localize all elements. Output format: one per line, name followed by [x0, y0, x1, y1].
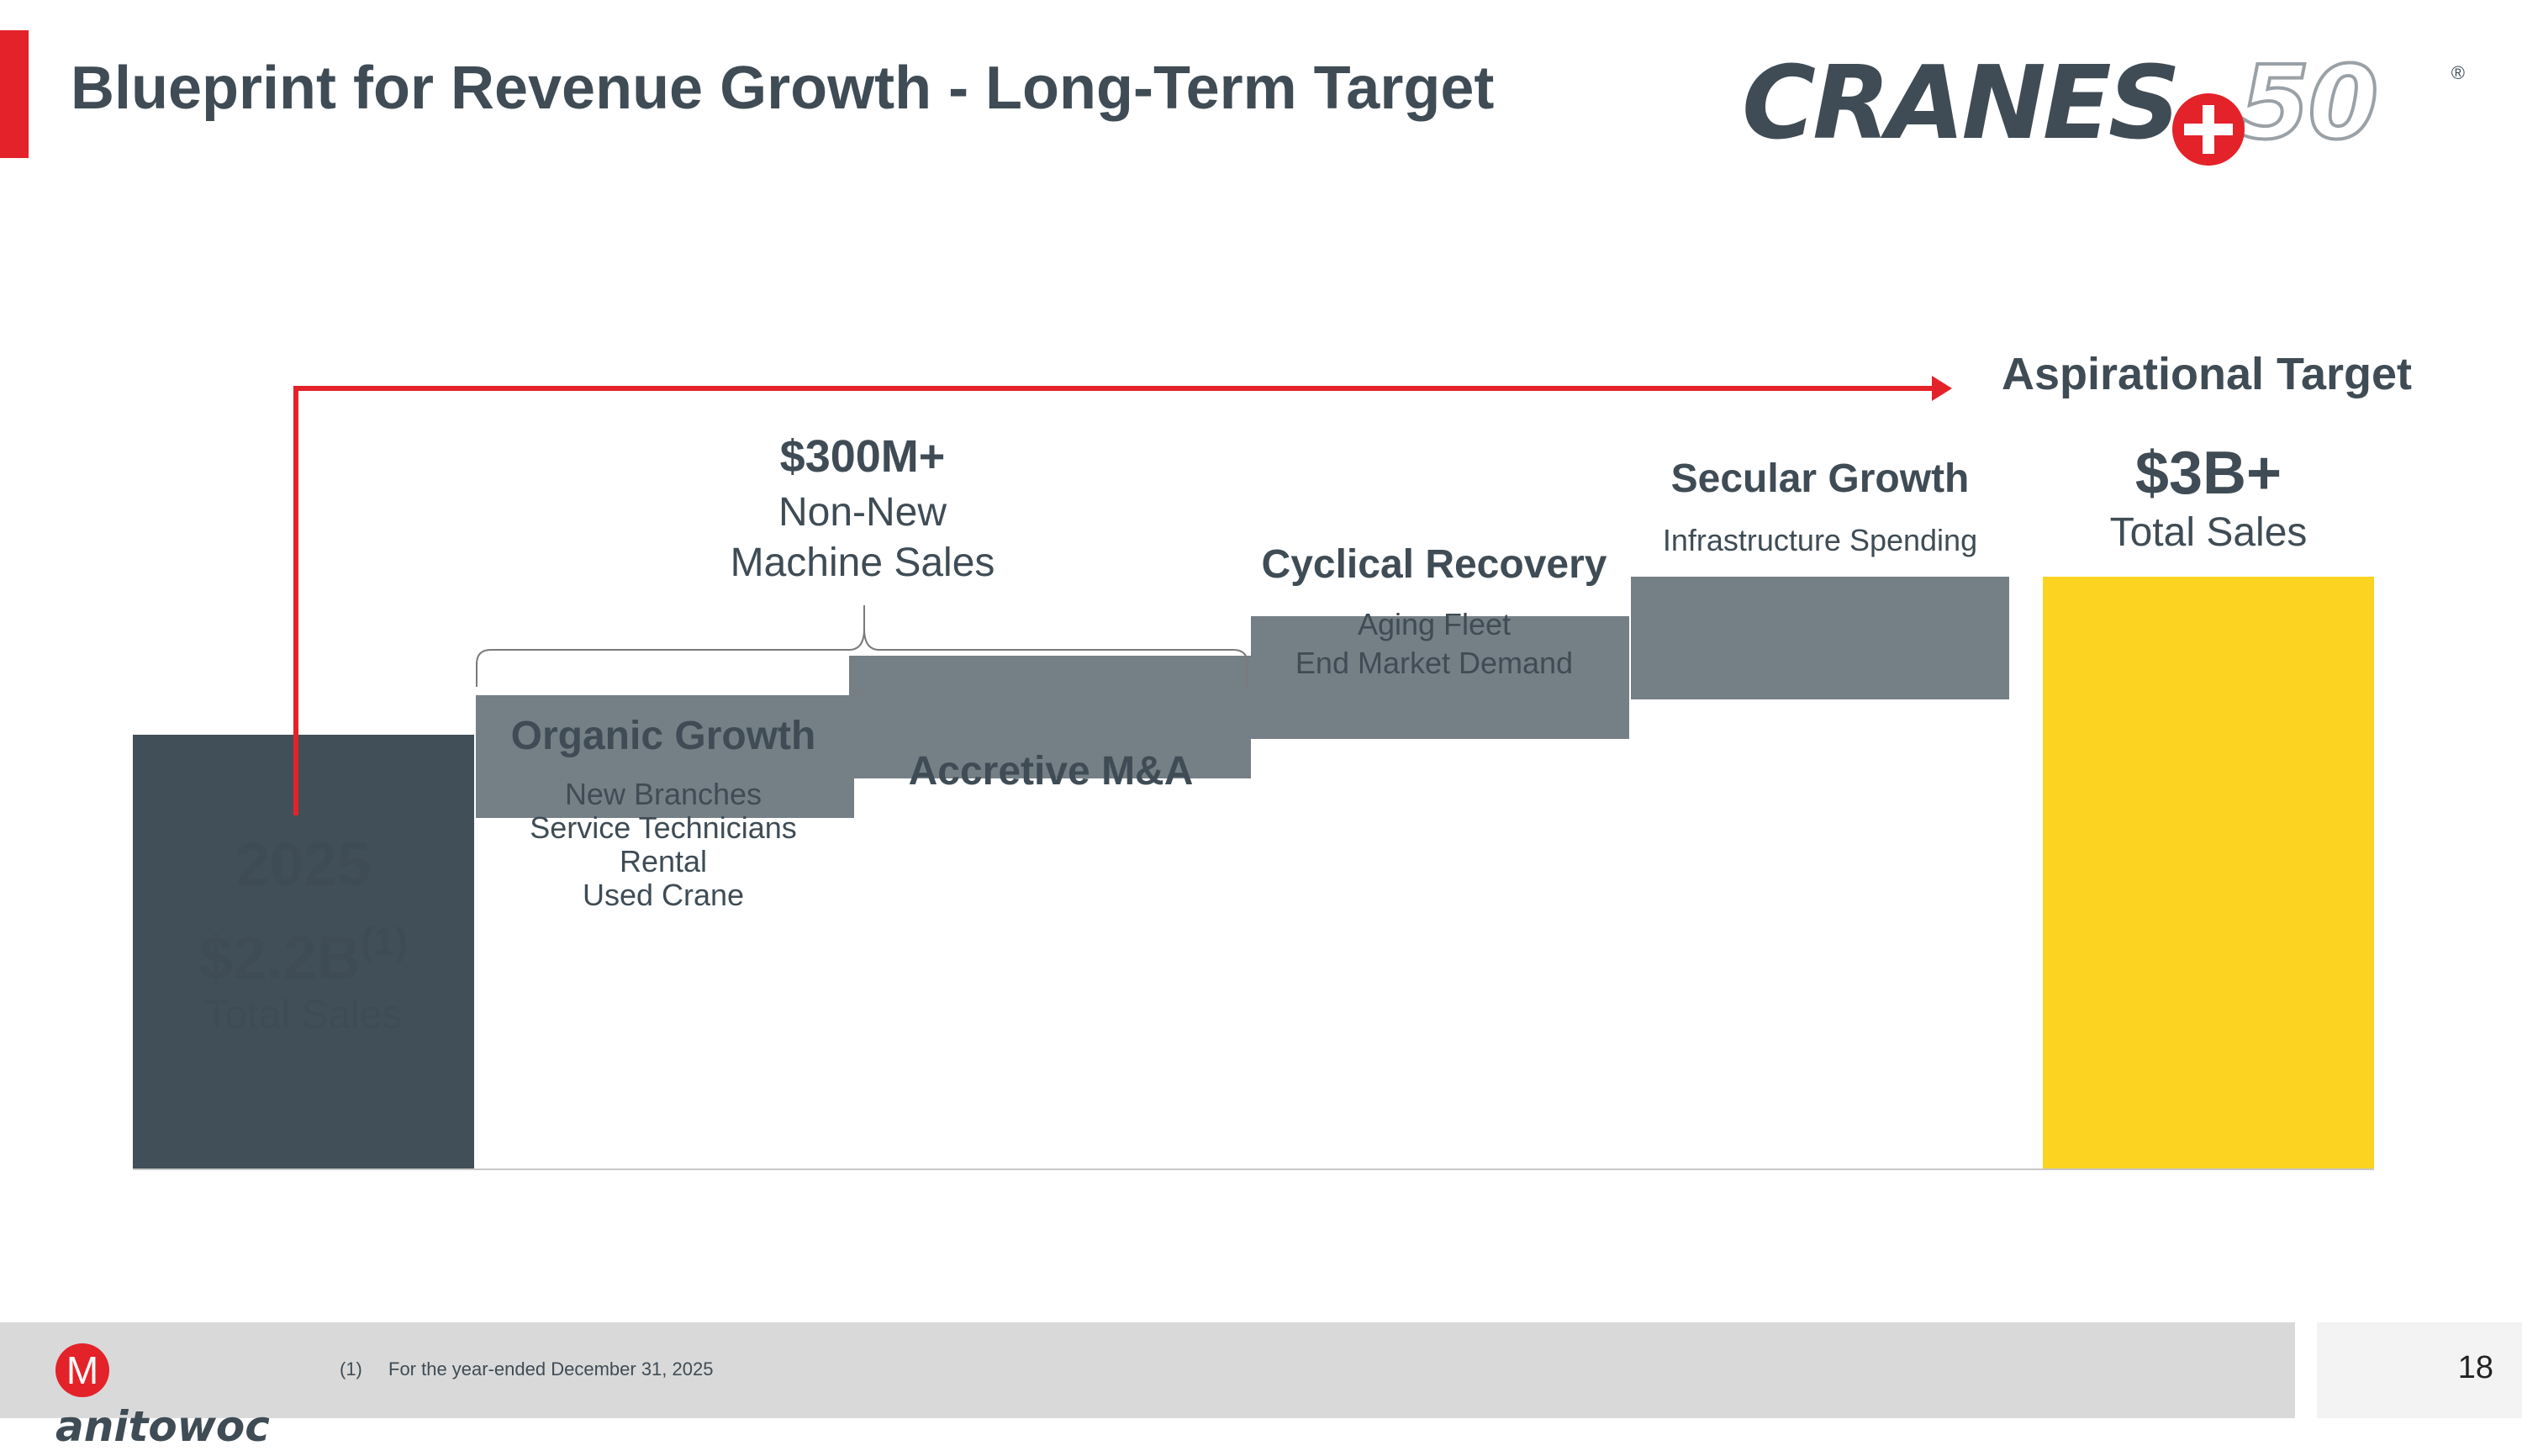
growth-arrow — [293, 386, 1934, 815]
secular-detail-1: Infrastructure Spending — [1662, 523, 1978, 557]
accent-bar — [0, 30, 29, 158]
bracket — [476, 605, 1248, 687]
manitowoc-m-icon: M — [55, 1343, 109, 1397]
organic-detail-2: Service Technicians — [530, 810, 797, 845]
cranes-50-logo: CRANES 50 ® — [1742, 44, 2465, 166]
revenue-growth-chart — [133, 376, 2374, 1170]
growth-arrow-head — [1932, 376, 1952, 401]
footnote-text: For the year-ended December 31, 2025 — [388, 1358, 714, 1380]
organic-detail-1: New Branches — [564, 777, 762, 811]
logo-number: 50 — [2238, 44, 2380, 164]
organic-detail-4: Used Crane — [582, 878, 745, 912]
bracket-line-2: Machine Sales — [730, 541, 995, 585]
start-amount: $2.2B — [198, 925, 361, 992]
secular-growth-label: Secular Growth — [1670, 456, 1970, 501]
footer-bar — [0, 1322, 2295, 1418]
cyclical-detail-2: End Market Demand — [1295, 646, 1574, 680]
manitowoc-wordmark: anitowoc — [55, 1402, 270, 1451]
bar-cyclical — [1251, 616, 1629, 739]
footnote-number: (1) — [340, 1358, 362, 1380]
page-number-box — [2317, 1322, 2522, 1418]
bar-secular — [1631, 577, 2009, 699]
bracket-amount: $300M+ — [779, 431, 946, 482]
bar-ma — [849, 656, 1251, 778]
aspirational-target-label: Aspirational Target — [2001, 349, 2413, 399]
bar-target — [2043, 577, 2374, 1169]
logo-plus-icon — [2172, 92, 2245, 166]
manitowoc-logo: Manitowoc — [55, 1343, 299, 1451]
cyclical-detail-1: Aging Fleet — [1357, 607, 1512, 641]
target-amount: $3B+ — [2134, 440, 2282, 507]
logo-text: CRANES — [1742, 45, 2181, 162]
page-number: 18 — [2457, 1350, 2493, 1385]
footnote-marker: (1) — [360, 920, 409, 963]
target-caption: Total Sales — [2109, 510, 2308, 555]
slide-title: Blueprint for Revenue Growth - Long-Term… — [71, 55, 1495, 122]
bracket-line-1: Non-New — [778, 490, 947, 535]
start-year-label: 2025 — [235, 831, 372, 899]
bar-organic — [476, 695, 854, 818]
cyclical-recovery-label: Cyclical Recovery — [1261, 542, 1607, 587]
accretive-ma-label: Accretive M&A — [908, 749, 1194, 794]
start-caption: Total Sales — [204, 993, 403, 1037]
bar-start — [133, 735, 474, 1169]
start-amount-label: $2.2B(1) — [133, 920, 474, 994]
logo-registered-mark: ® — [2451, 62, 2465, 83]
organic-growth-label: Organic Growth — [510, 714, 816, 758]
organic-detail-3: Rental — [619, 844, 708, 878]
